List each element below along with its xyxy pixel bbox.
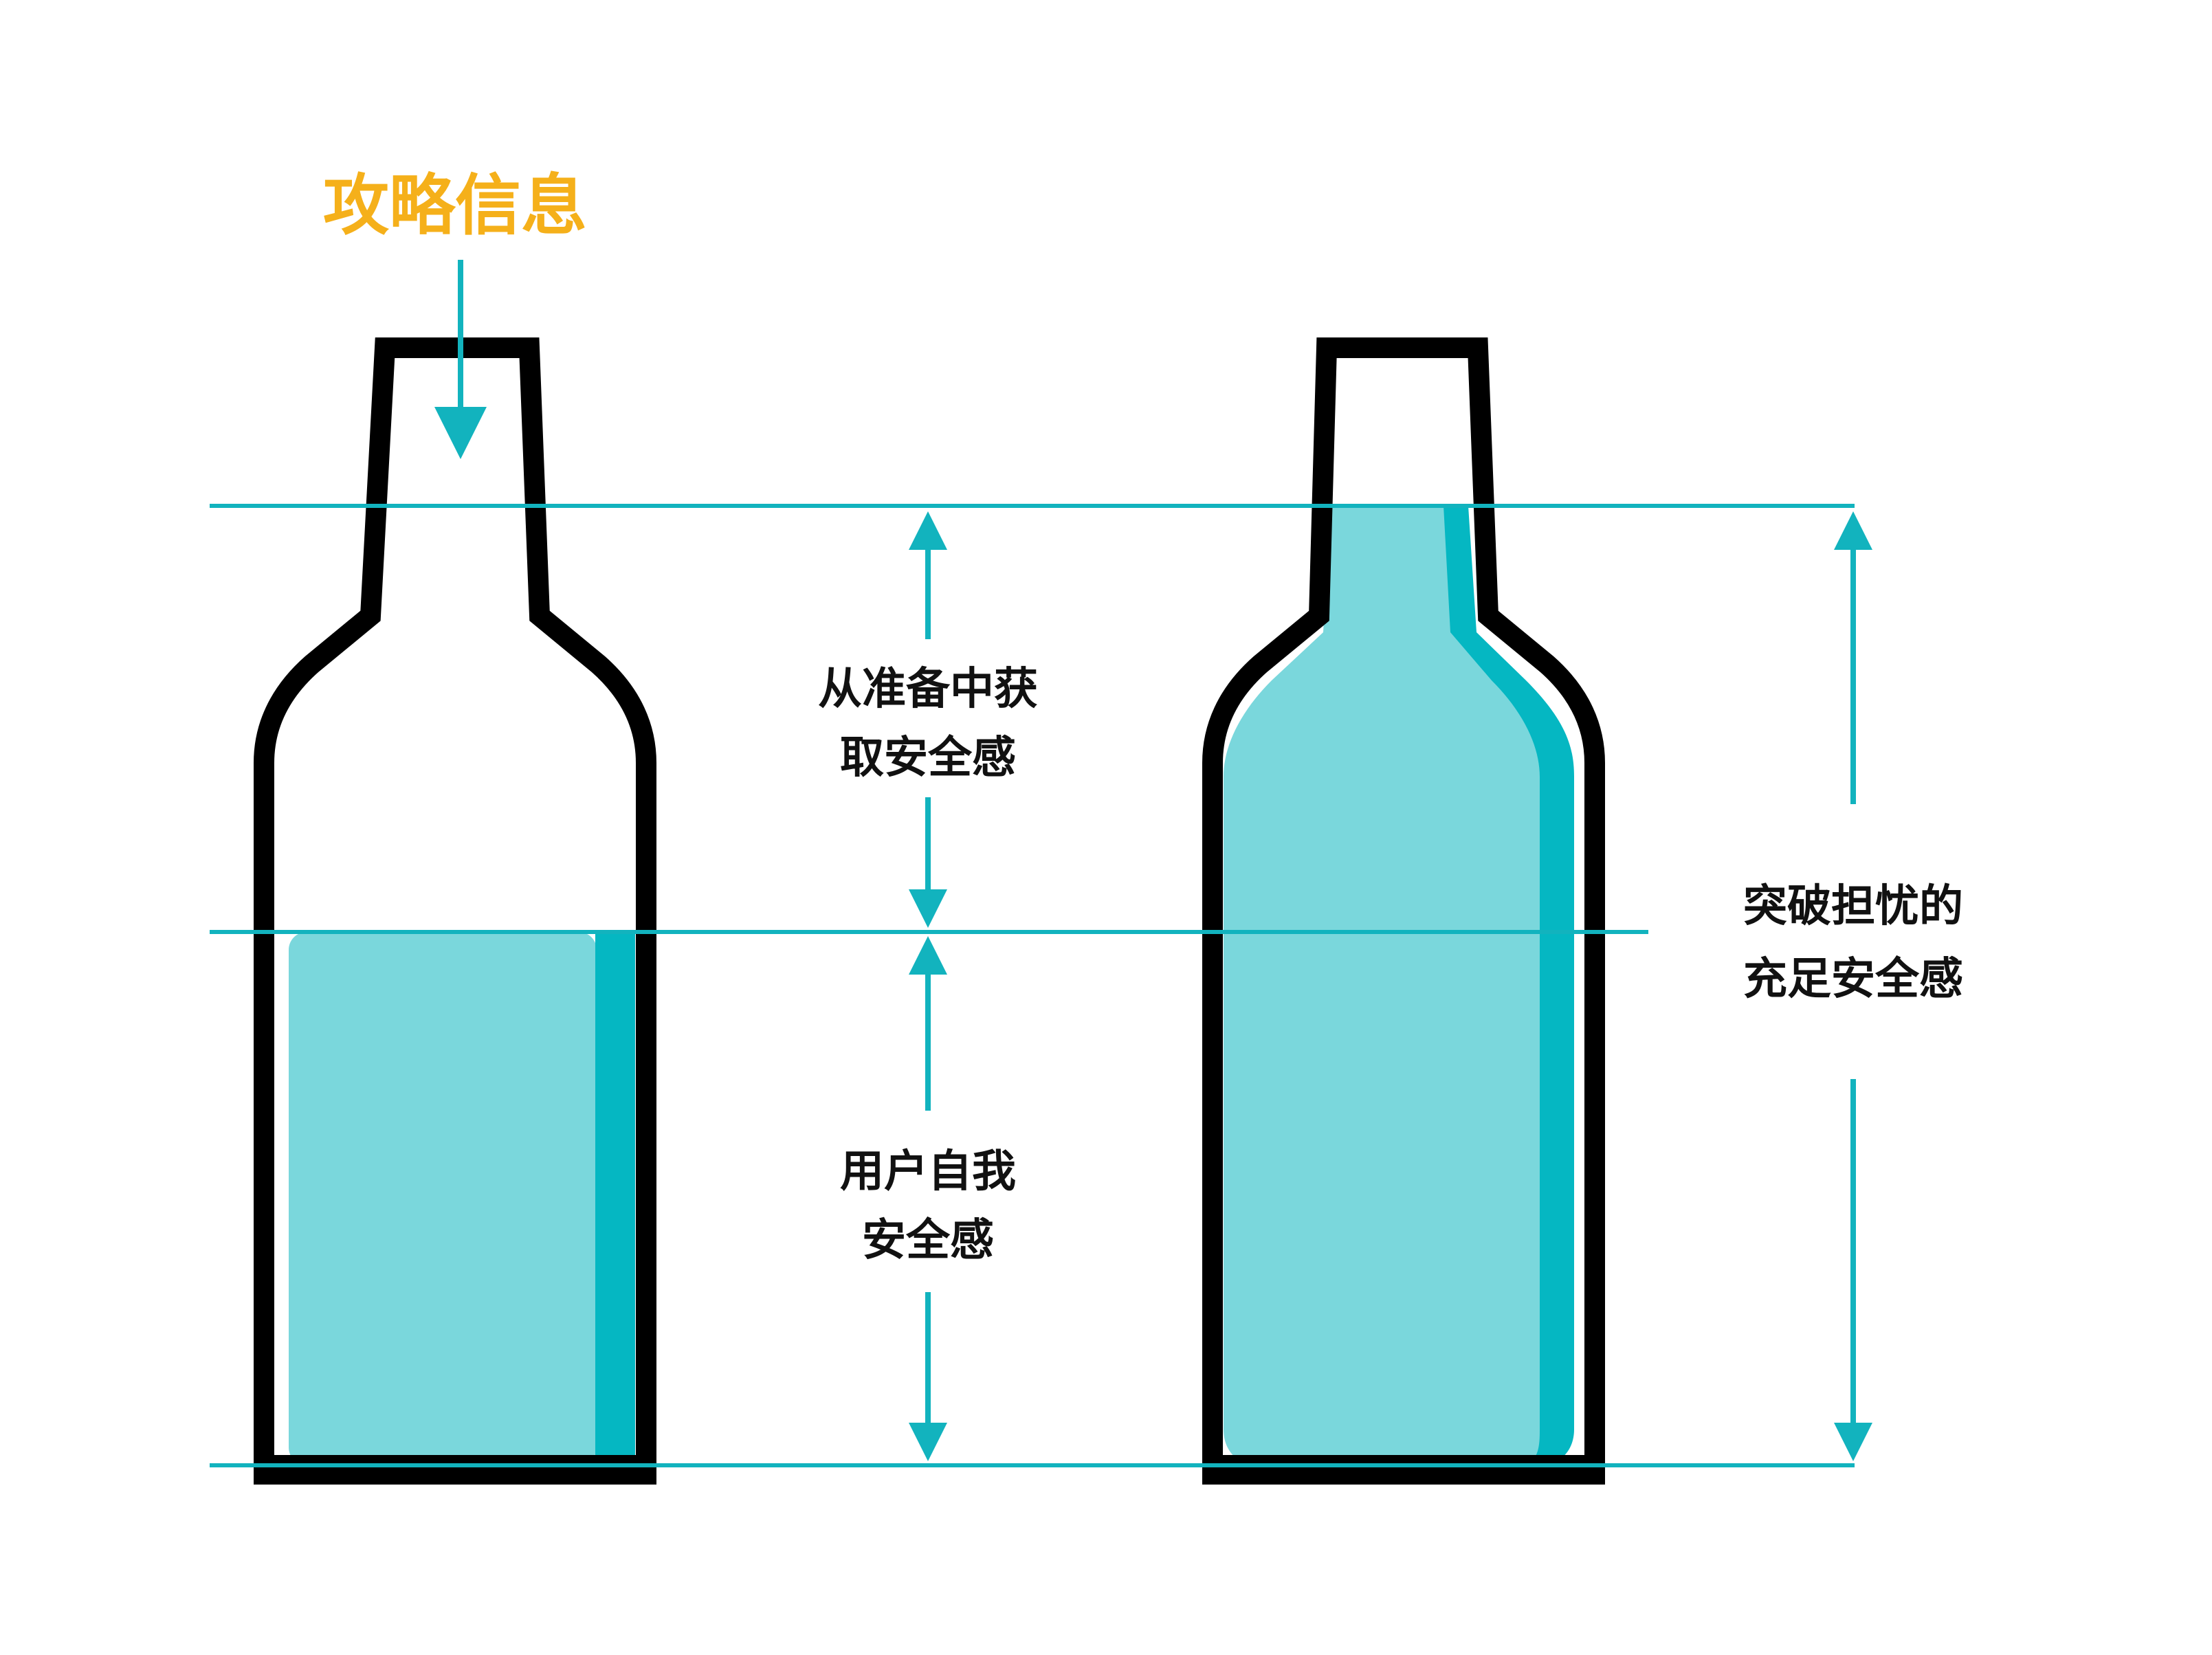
title-arrow-head [434, 407, 487, 459]
worry-label-line1: 突破担忧的 [1743, 881, 1963, 932]
self-label-line1: 用户自我 [840, 1146, 1016, 1197]
right-bottle-liquid-shadow [1444, 506, 1574, 1465]
self-label-line2: 安全感 [862, 1215, 994, 1266]
title-label: 攻略信息 [323, 167, 587, 244]
left-bottle [254, 337, 656, 1485]
right-bottle-liquid [1224, 506, 1553, 1465]
worry-label-line2: 充足安全感 [1743, 954, 1963, 1005]
preparation-label-line1: 从准备中获 [818, 664, 1038, 715]
reference-lines [210, 504, 1855, 1467]
preparation-label-line2: 取安全感 [840, 733, 1016, 784]
lower-dimension-arrow [909, 936, 947, 1461]
title-arrow [434, 260, 487, 459]
left-bottle-liquid-shadow [595, 932, 635, 1465]
right-dimension-arrow [1834, 511, 1872, 1461]
right-bottle [1202, 337, 1605, 1485]
upper-dimension-arrow [909, 511, 947, 928]
left-bottle-liquid [289, 932, 597, 1465]
